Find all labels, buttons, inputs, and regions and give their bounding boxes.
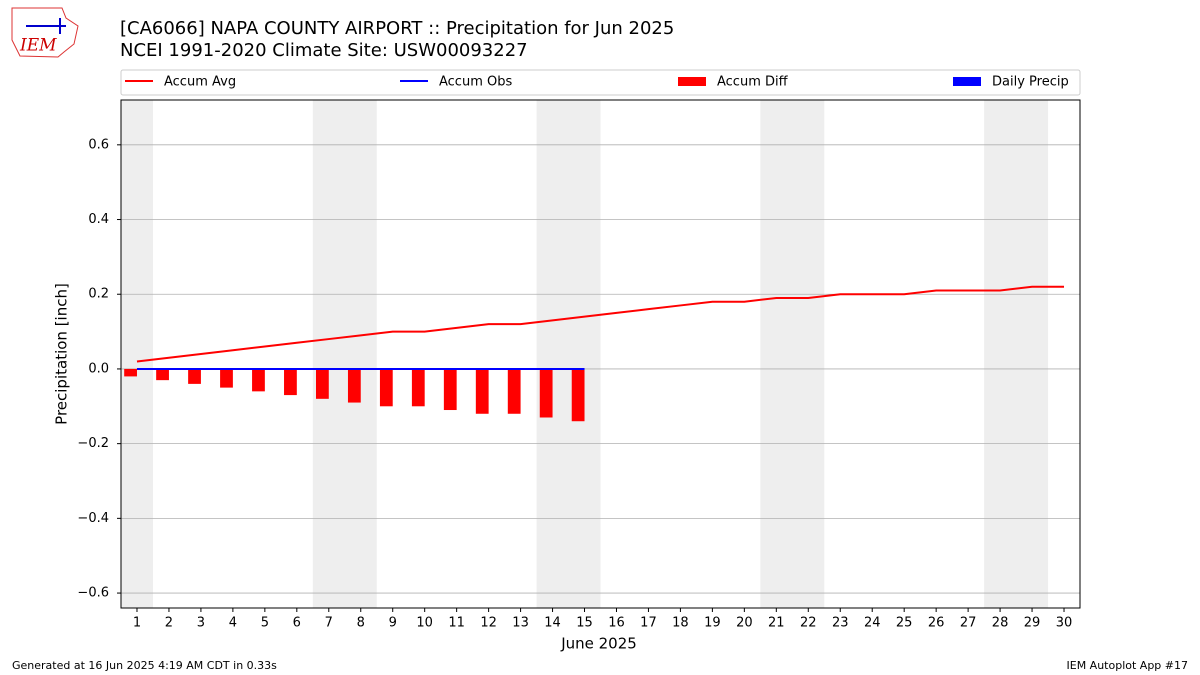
x-tick-label: 26: [928, 616, 945, 631]
line: [136, 285, 1065, 363]
bar: [539, 368, 553, 418]
y-tick-label: −0.2: [77, 436, 109, 451]
weekend-shade: [121, 100, 153, 608]
legend-swatch: [678, 77, 706, 86]
legend-label: Accum Diff: [717, 75, 789, 90]
x-tick-label: 20: [736, 616, 753, 631]
x-tick-label: 13: [512, 616, 529, 631]
y-tick-label: −0.4: [77, 511, 109, 526]
y-tick-label: 0.0: [88, 361, 109, 376]
y-tick-label: 0.2: [88, 287, 109, 302]
bar: [475, 368, 489, 414]
chart-title: [CA6066] NAPA COUNTY AIRPORT :: Precipit…: [120, 18, 674, 39]
footer-left: Generated at 16 Jun 2025 4:19 AM CDT in …: [12, 659, 277, 672]
x-tick-label: 30: [1056, 616, 1073, 631]
chart-subtitle: NCEI 1991-2020 Climate Site: USW00093227: [120, 40, 528, 61]
bar: [411, 368, 425, 407]
x-tick-label: 4: [229, 616, 237, 631]
x-tick-label: 6: [293, 616, 301, 631]
weekend-shade: [760, 100, 825, 608]
logo: IEM: [11, 7, 79, 58]
x-tick-label: 5: [261, 616, 269, 631]
x-tick-label: 29: [1024, 616, 1041, 631]
bar: [315, 368, 329, 399]
bar: [156, 368, 169, 381]
x-tick-label: 27: [960, 616, 977, 631]
x-tick-label: 2: [165, 616, 173, 631]
bar: [379, 368, 393, 407]
legend-label: Accum Avg: [164, 75, 236, 90]
x-tick-label: 10: [416, 616, 433, 631]
y-tick-label: −0.6: [77, 586, 109, 601]
x-tick-label: 3: [197, 616, 205, 631]
weekend-shade: [984, 100, 1049, 608]
legend-swatch: [953, 77, 981, 86]
x-tick-label: 15: [576, 616, 593, 631]
plot-frame: [120, 99, 1081, 609]
legend: [120, 69, 1081, 96]
bar: [124, 368, 137, 377]
x-tick-label: 19: [704, 616, 721, 631]
x-axis-label: June 2025: [560, 635, 637, 653]
bar: [188, 368, 201, 384]
x-tick-label: 23: [832, 616, 849, 631]
weekend-shade: [312, 100, 377, 608]
x-tick-label: 12: [480, 616, 497, 631]
x-tick-label: 25: [896, 616, 913, 631]
x-tick-label: 8: [357, 616, 365, 631]
x-tick-label: 18: [672, 616, 689, 631]
x-tick-label: 9: [389, 616, 397, 631]
logo-text: IEM: [19, 36, 57, 56]
weekend-shade: [536, 100, 601, 608]
bar: [252, 368, 265, 392]
x-tick-label: 1: [133, 616, 141, 631]
x-tick-label: 28: [992, 616, 1009, 631]
x-tick-label: 7: [325, 616, 333, 631]
x-tick-label: 21: [768, 616, 785, 631]
y-axis-label: Precipitation [inch]: [53, 283, 71, 425]
bar: [571, 368, 585, 422]
legend-label: Daily Precip: [992, 75, 1069, 90]
x-tick-label: 24: [864, 616, 881, 631]
x-tick-label: 14: [544, 616, 561, 631]
x-tick-label: 11: [448, 616, 465, 631]
x-tick-label: 17: [640, 616, 657, 631]
bar: [347, 368, 361, 403]
bar: [443, 368, 457, 411]
bar: [507, 368, 521, 414]
legend-label: Accum Obs: [439, 75, 512, 90]
x-tick-label: 22: [800, 616, 817, 631]
y-tick-label: 0.6: [88, 137, 109, 152]
bar: [284, 368, 297, 396]
footer-right: IEM Autoplot App #17: [1067, 659, 1189, 672]
y-tick-label: 0.4: [88, 212, 109, 227]
x-tick-label: 16: [608, 616, 625, 631]
bar: [220, 368, 233, 388]
